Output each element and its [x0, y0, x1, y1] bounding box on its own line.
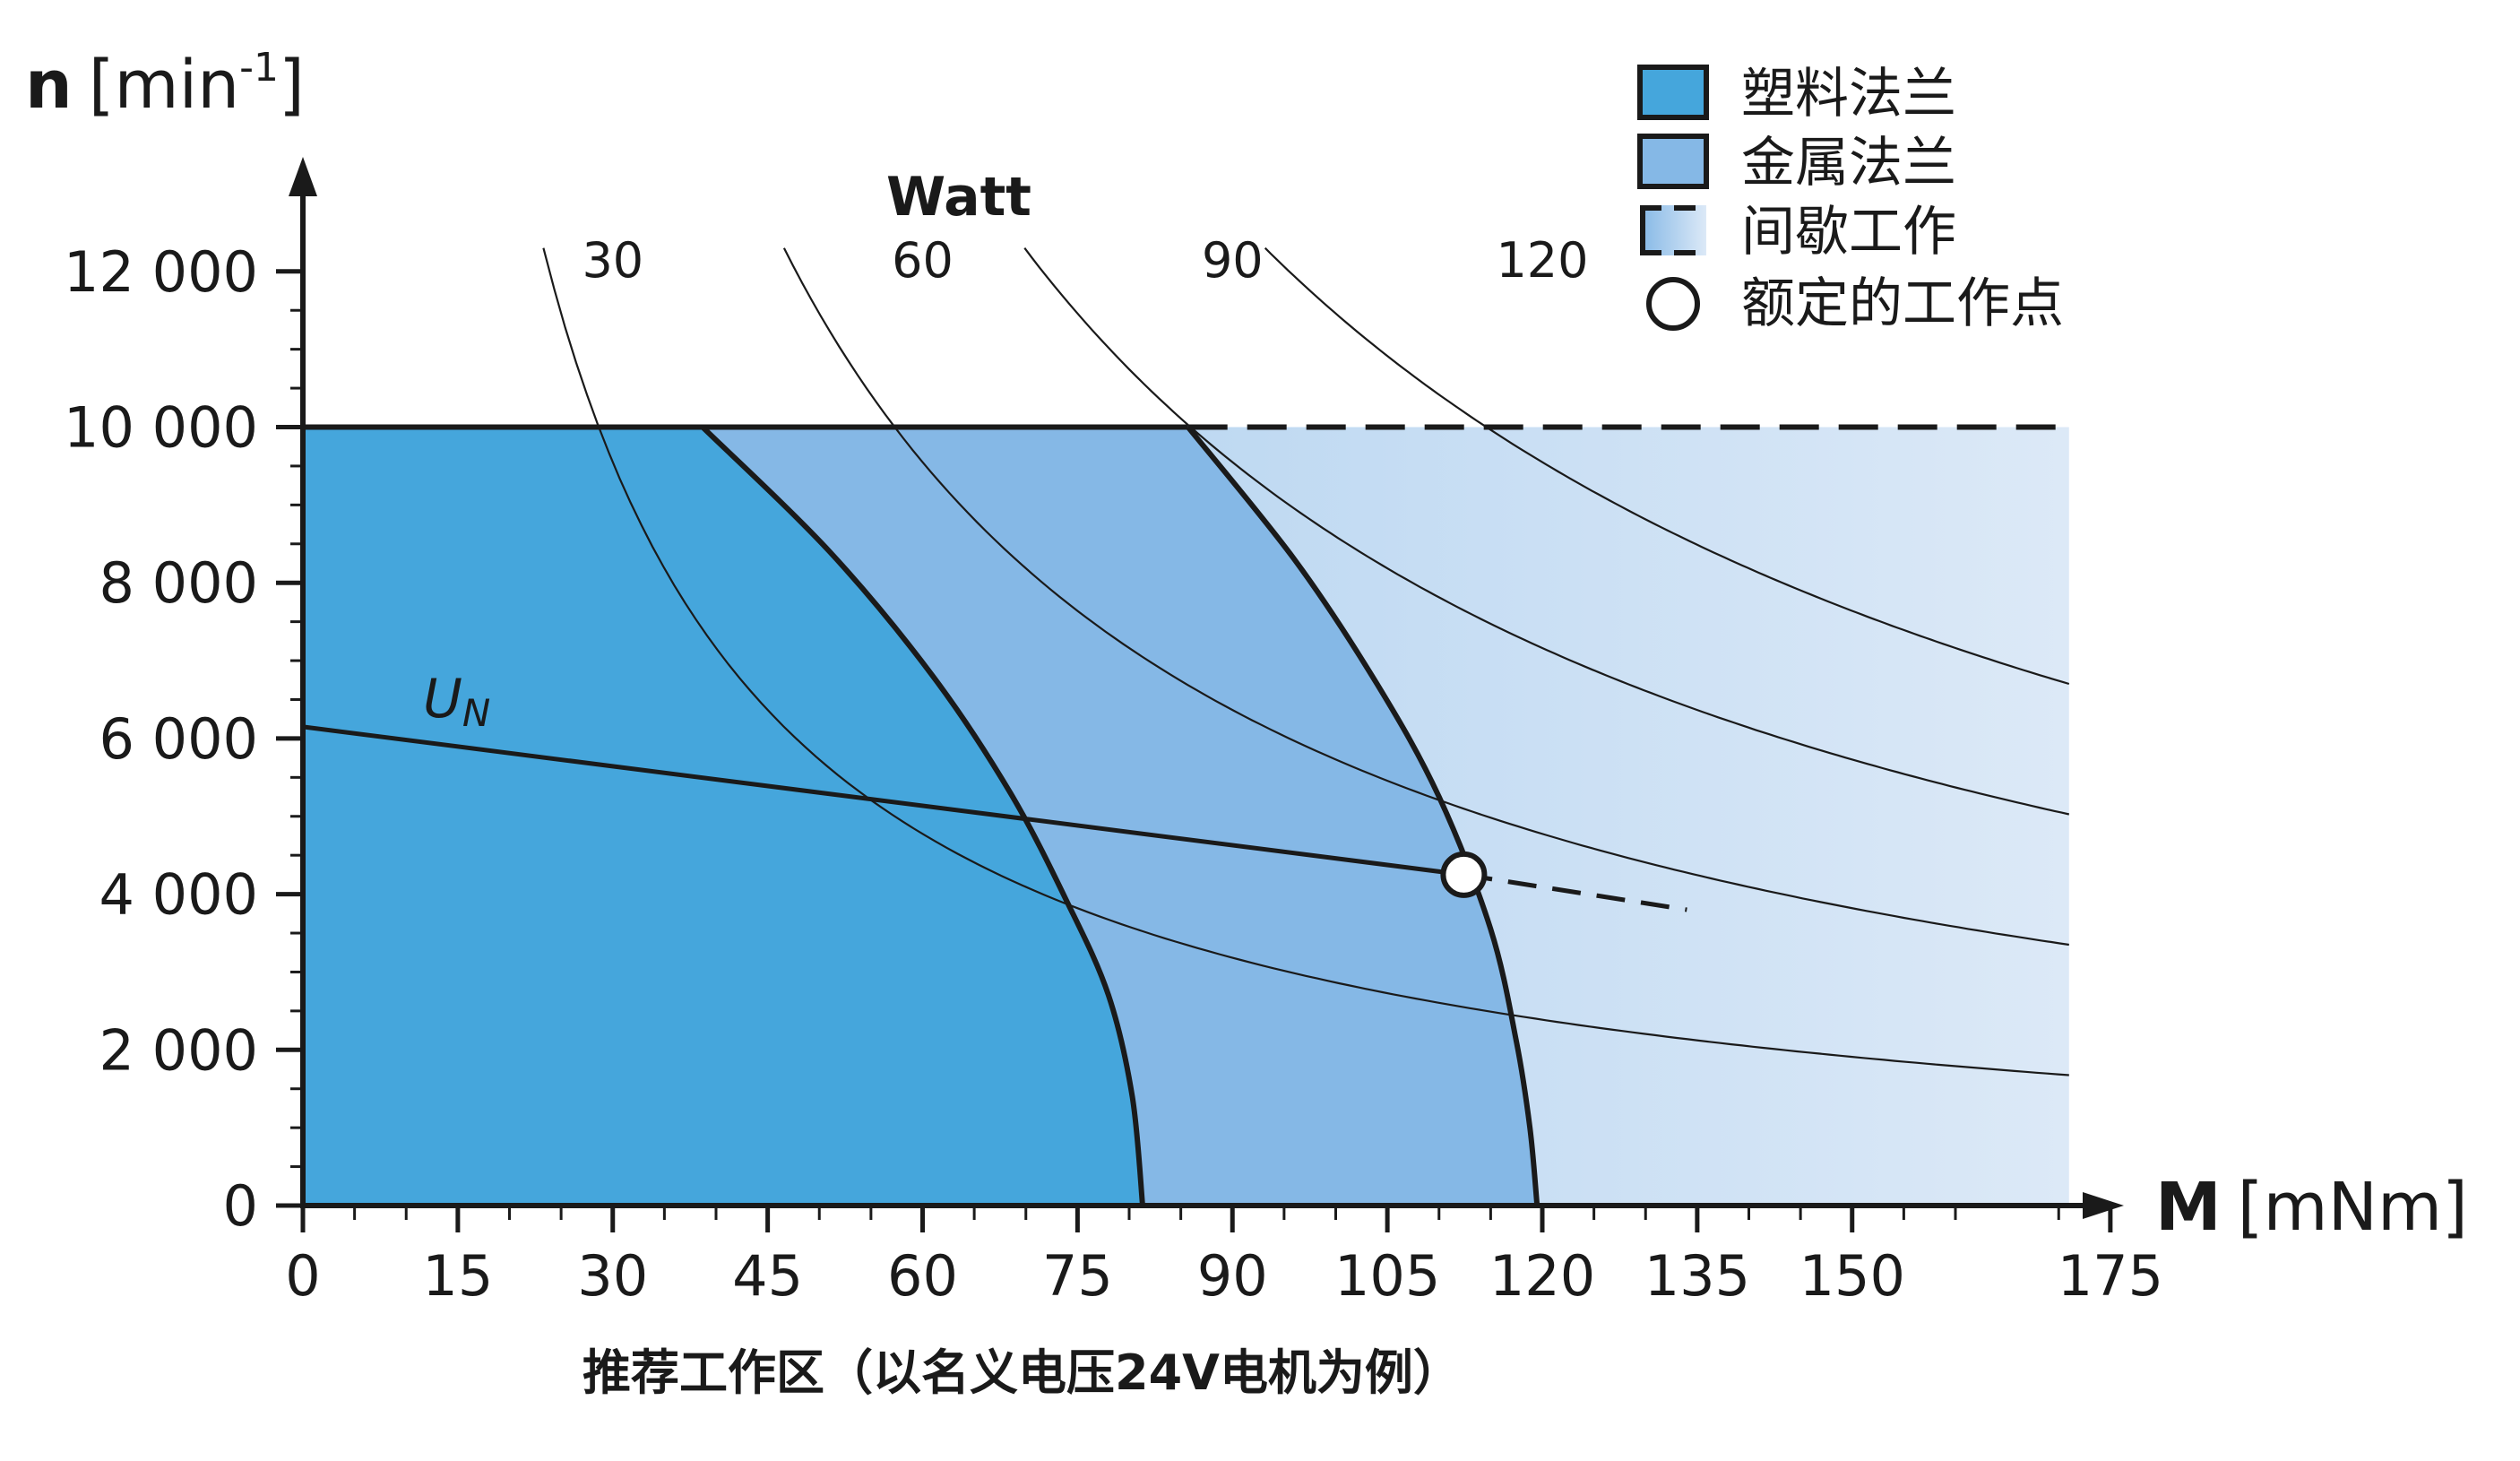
y-tick-label: 10 000	[64, 395, 258, 461]
plastic-flange-boundary	[700, 425, 1145, 1206]
x-tick-label: 150	[1799, 1243, 1905, 1309]
y-axis-arrow	[289, 157, 317, 196]
y-axis-ticks: 0 2 000 4 000 6 000 8 000 10 000 12 000	[64, 239, 303, 1239]
y-tick-label: 12 000	[64, 239, 258, 305]
power-curves: 30 60 90 120	[542, 232, 2070, 1076]
x-tick-label: 120	[1489, 1243, 1595, 1309]
rated-operating-point	[1440, 851, 1488, 898]
watt-title: Watt	[886, 166, 1031, 229]
y-axis-title: n [min-1]	[25, 45, 305, 124]
nominal-voltage-label: UN	[423, 668, 490, 735]
legend-label-plastic-flange: 塑料法兰	[1741, 63, 1956, 125]
x-tick-label: 15	[422, 1243, 493, 1309]
x-tick-label: 30	[577, 1243, 648, 1309]
x-tick-label: 60	[887, 1243, 958, 1309]
chart-caption: 推荐工作区（以名义电压24V电机为例）	[583, 1344, 1462, 1401]
legend-swatch-metal-flange	[1637, 134, 1709, 189]
legend-swatch-rated-point	[1646, 277, 1700, 331]
power-curve-30w	[542, 247, 2069, 1076]
power-curve-label-60w: 60	[892, 232, 954, 289]
legend-swatch-intermittent	[1640, 205, 1706, 255]
legend: 塑料法兰 金属法兰 间歇工作 额定的工作点	[1637, 63, 2064, 335]
legend-label-metal-flange: 金属法兰	[1741, 132, 1956, 195]
power-curve-label-90w: 90	[1202, 232, 1264, 289]
x-tick-label: 75	[1042, 1243, 1113, 1309]
x-tick-label: 175	[2058, 1243, 2163, 1309]
x-tick-label: 0	[285, 1243, 320, 1309]
plot-regions	[303, 427, 2069, 1206]
plastic-flange-region	[303, 427, 1143, 1206]
y-tick-label: 0	[223, 1173, 258, 1239]
y-tick-label: 4 000	[99, 862, 259, 928]
nominal-voltage-group: UN	[302, 668, 1687, 912]
legend-label-rated-point: 额定的工作点	[1741, 272, 2064, 335]
x-axis-arrow	[2083, 1192, 2124, 1219]
x-tick-label: 45	[732, 1243, 803, 1309]
nominal-voltage-dashed-extension	[1463, 872, 1687, 912]
nominal-voltage-line	[302, 724, 1464, 877]
power-curve-label-30w: 30	[582, 232, 643, 289]
x-tick-label: 105	[1334, 1243, 1440, 1309]
y-tick-label: 8 000	[99, 550, 259, 616]
x-axis-title: M [mNm]	[2155, 1169, 2468, 1246]
power-curve-label-120w: 120	[1496, 232, 1588, 289]
y-tick-label: 2 000	[99, 1017, 259, 1083]
x-tick-label: 135	[1644, 1243, 1750, 1309]
x-tick-label: 90	[1197, 1243, 1268, 1309]
power-curve-60w	[782, 247, 2069, 947]
power-curve-120w	[1264, 246, 2070, 686]
metal-flange-boundary	[1186, 425, 1540, 1206]
y-tick-label: 6 000	[99, 706, 259, 772]
power-curve-90w	[1023, 247, 2070, 816]
legend-swatch-plastic-flange	[1637, 65, 1709, 120]
axes: 0 2 000 4 000 6 000 8 000 10 000 12 000 0 15 30 4…	[64, 157, 2163, 1309]
legend-label-intermittent: 间歇工作	[1741, 201, 1956, 264]
x-axis-ticks: 0 15 30 45 60 75 90 105 120 135 150 175	[285, 1206, 2163, 1309]
